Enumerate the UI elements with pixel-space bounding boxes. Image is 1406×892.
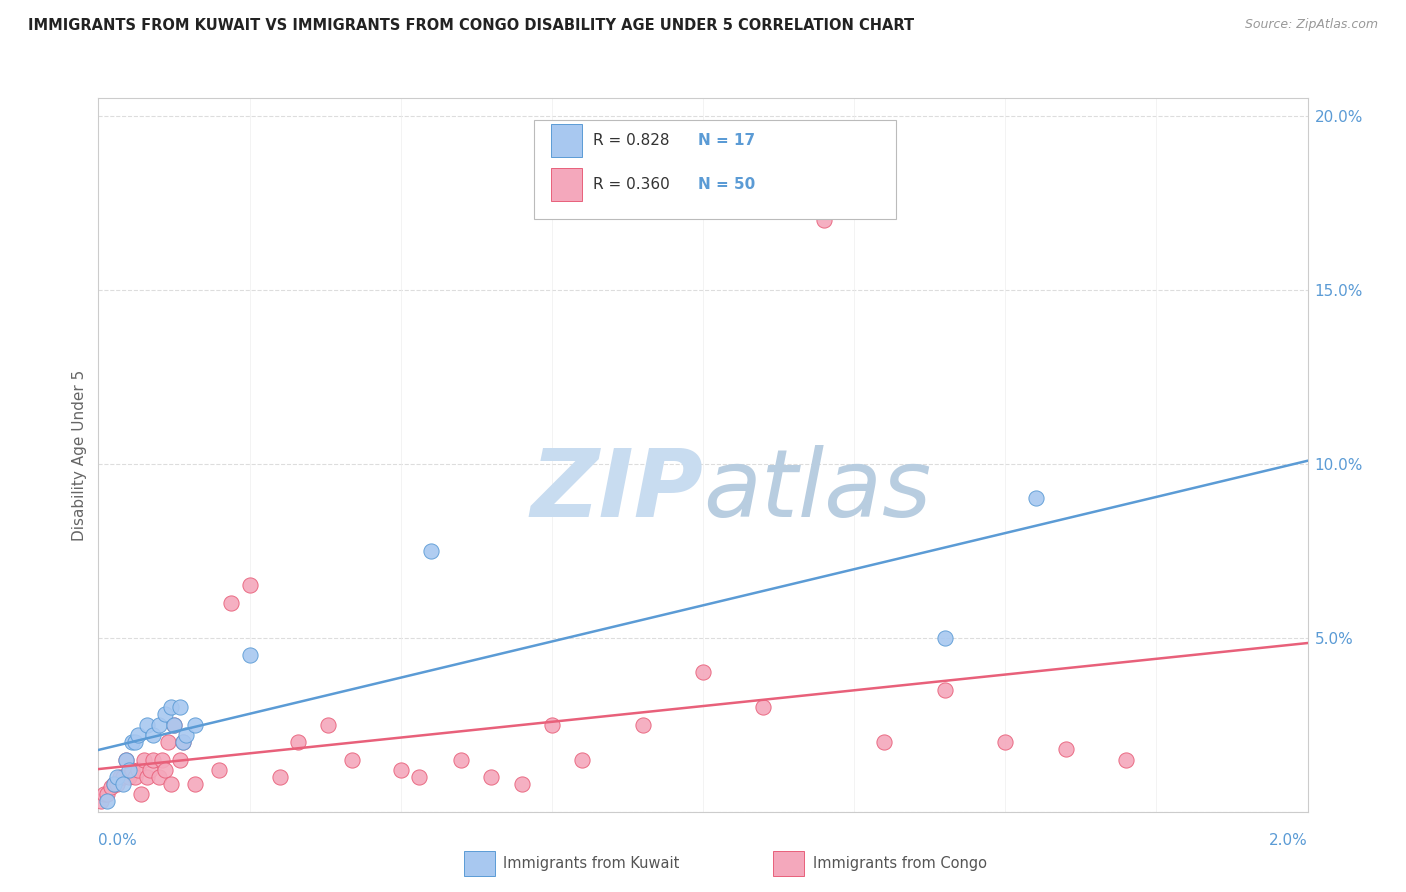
Point — [153, 763, 176, 777]
Point — [172, 735, 194, 749]
Point — [139, 763, 162, 777]
Point — [105, 777, 128, 791]
Point — [269, 770, 291, 784]
Point — [631, 717, 654, 731]
Point — [163, 717, 186, 731]
Point — [111, 770, 134, 784]
Text: R = 0.360: R = 0.360 — [593, 177, 669, 192]
Point — [121, 735, 143, 749]
Point — [118, 763, 141, 777]
Point — [1025, 491, 1047, 506]
Point — [148, 717, 170, 731]
Point — [184, 777, 207, 791]
Point — [342, 752, 364, 766]
Point — [163, 717, 186, 731]
Point — [184, 717, 207, 731]
Point — [142, 728, 165, 742]
Point — [692, 665, 714, 680]
Point — [873, 735, 896, 749]
Point — [124, 770, 146, 784]
Text: N = 17: N = 17 — [699, 133, 755, 148]
Point — [96, 794, 118, 808]
Point — [103, 777, 125, 791]
Point — [124, 735, 146, 749]
Text: Immigrants from Kuwait: Immigrants from Kuwait — [503, 856, 679, 871]
Point — [813, 213, 835, 227]
Point — [481, 770, 503, 784]
Text: ZIP: ZIP — [530, 444, 703, 537]
Point — [148, 770, 170, 784]
Text: N = 50: N = 50 — [699, 177, 755, 192]
Point — [114, 752, 136, 766]
Point — [121, 763, 143, 777]
Point — [239, 578, 262, 592]
Point — [994, 735, 1017, 749]
Point — [1054, 742, 1077, 756]
Point — [934, 631, 956, 645]
Point — [93, 787, 115, 801]
Text: Source: ZipAtlas.com: Source: ZipAtlas.com — [1244, 18, 1378, 31]
Point — [174, 728, 197, 742]
Point — [420, 543, 443, 558]
Point — [169, 752, 191, 766]
Y-axis label: Disability Age Under 5: Disability Age Under 5 — [72, 369, 87, 541]
Point — [132, 752, 155, 766]
Point — [127, 728, 149, 742]
Point — [100, 780, 122, 795]
Point — [103, 777, 125, 791]
Point — [118, 770, 141, 784]
Point — [150, 752, 173, 766]
Point — [221, 596, 243, 610]
Point — [316, 717, 339, 731]
Text: atlas: atlas — [703, 445, 931, 536]
Point — [510, 777, 533, 791]
Point — [169, 700, 191, 714]
Point — [90, 794, 112, 808]
Point — [127, 763, 149, 777]
Point — [129, 787, 152, 801]
Point — [1115, 752, 1137, 766]
Text: R = 0.828: R = 0.828 — [593, 133, 669, 148]
Point — [389, 763, 412, 777]
Text: Immigrants from Congo: Immigrants from Congo — [813, 856, 987, 871]
Point — [172, 735, 194, 749]
Point — [160, 777, 183, 791]
Point — [135, 717, 157, 731]
Point — [208, 763, 231, 777]
Point — [111, 777, 134, 791]
Text: 2.0%: 2.0% — [1268, 833, 1308, 848]
Point — [142, 752, 165, 766]
Point — [752, 700, 775, 714]
Point — [105, 770, 128, 784]
Point — [153, 707, 176, 722]
Point — [160, 700, 183, 714]
Point — [408, 770, 430, 784]
Point — [135, 770, 157, 784]
Point — [541, 717, 564, 731]
Point — [287, 735, 309, 749]
Text: IMMIGRANTS FROM KUWAIT VS IMMIGRANTS FROM CONGO DISABILITY AGE UNDER 5 CORRELATI: IMMIGRANTS FROM KUWAIT VS IMMIGRANTS FRO… — [28, 18, 914, 33]
Point — [96, 787, 118, 801]
Point — [239, 648, 262, 662]
Point — [114, 752, 136, 766]
Point — [571, 752, 593, 766]
Point — [108, 770, 131, 784]
Point — [934, 682, 956, 697]
Text: 0.0%: 0.0% — [98, 833, 138, 848]
Point — [450, 752, 472, 766]
Point — [156, 735, 179, 749]
